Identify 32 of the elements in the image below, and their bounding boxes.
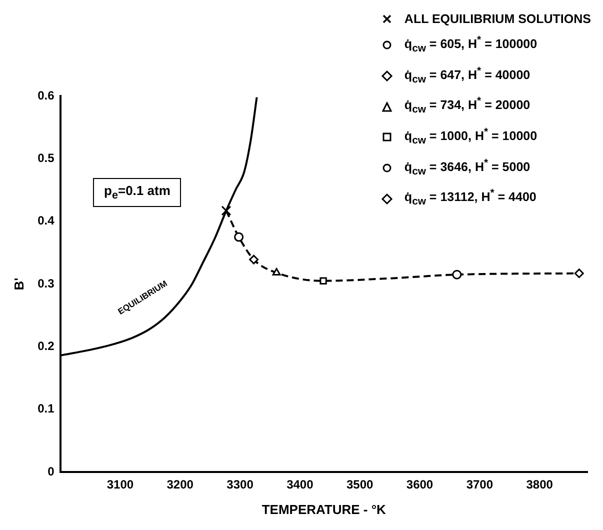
- annotation: p$_{e}$=0.1 atm: [93, 178, 182, 207]
- legend-label: q̇$_{cw}$ = 605, H$^{*}$ = 100000: [404, 34, 538, 57]
- point: [574, 268, 584, 278]
- point: [272, 268, 281, 276]
- point: [234, 232, 244, 242]
- y-axis-title: B': [11, 278, 26, 290]
- point: [249, 254, 259, 264]
- x-tick-label: 3300: [226, 478, 254, 492]
- y-tick-label: 0.3: [38, 276, 55, 290]
- x-tick-label: 3200: [166, 478, 194, 492]
- x-tick-label: 3400: [286, 478, 314, 492]
- x-tick-label: 3700: [466, 478, 494, 492]
- x-tick-label: 3800: [526, 478, 554, 492]
- point: [221, 206, 232, 216]
- point: [320, 277, 327, 284]
- y-tick-label: 0.5: [38, 150, 55, 165]
- legend-label: q̇$_{cw}$ = 647, H$^{*}$ = 40000: [404, 64, 530, 88]
- legend-label: ALL EQUILIBRIUM SOLUTIONS: [404, 11, 591, 28]
- x-tick-label: 3100: [106, 478, 134, 492]
- legend-label: q̇$_{cw}$ = 734, H$^{*}$ = 20000: [404, 95, 530, 118]
- y-tick-label: 0: [48, 464, 55, 478]
- legend-label: q̇$_{cw}$ = 3646, H$^{*}$ = 5000: [404, 156, 530, 180]
- x-axis-title: TEMPERATURE - °K: [262, 502, 387, 517]
- legend-label: q̇$_{cw}$ = 1000, H$^{*}$ = 10000: [404, 126, 538, 149]
- x-tick-label: 3600: [406, 478, 434, 492]
- x-tick-label: 3500: [346, 478, 374, 492]
- y-tick-label: 0.4: [38, 214, 55, 228]
- y-tick-label: 0.1: [38, 402, 55, 416]
- y-tick-label: 0.2: [38, 338, 55, 353]
- point: [452, 270, 462, 280]
- legend-label: q̇$_{cw}$ = 13112, H$^{*}$ = 4400: [404, 187, 536, 210]
- y-tick-label: 0.6: [38, 88, 55, 102]
